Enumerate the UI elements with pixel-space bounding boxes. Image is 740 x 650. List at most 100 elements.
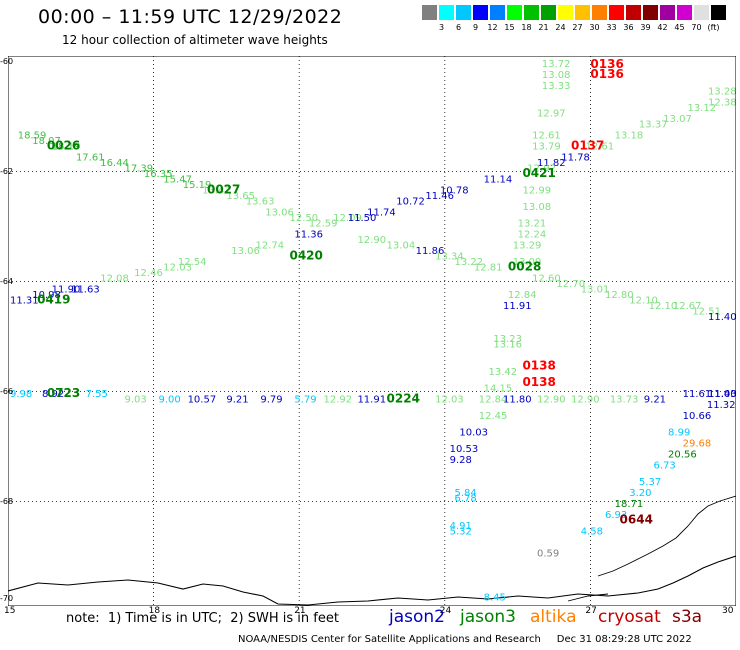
- footer-note: note: 1) Time is in UTC; 2) SWH is in fe…: [66, 611, 339, 626]
- colorbar-label: 30: [589, 23, 600, 32]
- swh-reading: 11.31: [10, 296, 39, 307]
- swh-reading: 14.15: [484, 384, 513, 395]
- swh-reading: 12.67: [673, 301, 702, 312]
- colorbar-swatch: [575, 5, 590, 20]
- swh-reading: 11.36: [294, 230, 323, 241]
- altimeter-readings: 18.5918.0718.1917.6116.4417.3916.3515.47…: [10, 59, 736, 604]
- swh-reading: 12.74: [256, 241, 285, 252]
- swh-reading: 13.18: [615, 131, 644, 142]
- swh-reading: 12.08: [100, 274, 129, 285]
- swh-reading: 11.80: [503, 395, 532, 406]
- swh-reading: 12.70: [556, 279, 585, 290]
- latitude-tick-label: -64: [0, 276, 14, 286]
- swh-reading: 13.01: [581, 285, 610, 296]
- legend-altika: altika: [530, 607, 577, 627]
- longitude-tick-label: 15: [4, 606, 16, 616]
- swh-reading: 12.90: [537, 395, 566, 406]
- swh-reading: 20.56: [668, 450, 697, 461]
- colorbar-swatch: [677, 5, 692, 20]
- swh-reading: 11.61: [683, 389, 712, 400]
- pass-id-label: 0138: [522, 375, 555, 389]
- swh-reading: 4.91: [450, 521, 472, 532]
- swh-reading: 13.08: [542, 70, 571, 81]
- legend-s3a: s3a: [672, 607, 703, 627]
- swh-reading: 12.10: [649, 301, 678, 312]
- swh-reading: 12.61: [532, 131, 561, 142]
- swh-reading: 9.28: [450, 455, 472, 466]
- swh-reading: 12.38: [708, 98, 736, 109]
- chart-subtitle: 12 hour collection of altimeter wave hei…: [62, 33, 328, 47]
- swh-reading: 9.79: [260, 395, 282, 406]
- swh-reading: 13.72: [542, 59, 571, 70]
- pass-id-label: 0027: [207, 183, 240, 197]
- wave-height-map: 18.5918.0718.1917.6116.4417.3916.3515.47…: [8, 56, 736, 606]
- latitude-tick-label: -62: [0, 166, 14, 176]
- swh-reading: 12.10: [629, 296, 658, 307]
- swh-reading: 11.43: [708, 389, 736, 400]
- colorbar-label: 21: [538, 23, 549, 32]
- map-grid: [8, 56, 736, 606]
- swh-reading: 15.47: [163, 175, 192, 186]
- swh-reading: 8.92: [42, 389, 64, 400]
- colorbar-swatch: [592, 5, 607, 20]
- colorbar-swatch: [694, 5, 709, 20]
- swh-reading: 13.06: [231, 246, 260, 257]
- swh-reading: 13.34: [435, 252, 464, 263]
- swh-reading: 11.86: [416, 246, 445, 257]
- swh-reading: 10.03: [459, 428, 488, 439]
- swh-reading: 11.46: [425, 191, 454, 202]
- swh-reading: 9.00: [158, 395, 180, 406]
- swh-reading: 11.14: [484, 175, 513, 186]
- swh-reading: 12.99: [522, 186, 551, 197]
- swh-reading: 11.91: [357, 395, 386, 406]
- pass-id-label: 0136: [590, 57, 623, 71]
- swh-reading: 9.21: [644, 395, 666, 406]
- swh-reading: 10.78: [440, 186, 469, 197]
- swh-reading: 12.51: [692, 307, 721, 318]
- swh-reading: 8.99: [668, 428, 690, 439]
- swh-reading: 13.73: [610, 395, 639, 406]
- colorbar-label: 45: [674, 23, 685, 32]
- swh-reading: 5.84: [455, 488, 477, 499]
- swh-reading: 5.32: [450, 527, 472, 538]
- swh-reading: 12.92: [323, 395, 352, 406]
- legend-jason3: jason3: [460, 607, 516, 627]
- pass-id-label: 0420: [289, 249, 322, 263]
- colorbar-label: 24: [555, 23, 566, 32]
- swh-reading: 11.32: [707, 400, 736, 411]
- swh-reading: 11.90: [52, 285, 81, 296]
- pass-id-label: 0028: [508, 260, 541, 274]
- swh-reading: 11.74: [367, 208, 396, 219]
- swh-reading: 13.29: [513, 241, 542, 252]
- swh-reading: 10.72: [396, 197, 425, 208]
- swh-reading: 12.80: [605, 290, 634, 301]
- colorbar-swatch: [626, 5, 641, 20]
- swh-reading: 12.54: [178, 257, 207, 268]
- colorbar-swatch: [609, 5, 624, 20]
- swh-reading: 13.22: [455, 257, 484, 268]
- colorbar-label: 15: [504, 23, 515, 32]
- colorbar-swatch: [422, 5, 437, 20]
- coastline-western-edge: [567, 593, 609, 602]
- colorbar-swatch: [558, 5, 573, 20]
- longitude-tick-label: 21: [294, 606, 306, 616]
- colorbar-swatch: [473, 5, 488, 20]
- swh-reading: 12.03: [163, 263, 192, 274]
- pass-id-label: 0138: [522, 359, 555, 373]
- colorbar-label: 42: [657, 23, 668, 32]
- swh-reading: 9.03: [124, 395, 146, 406]
- swh-reading: 0.59: [537, 549, 559, 560]
- swh-reading: 18.07: [32, 136, 61, 147]
- swh-reading: 17.61: [76, 153, 105, 164]
- swh-reading: 18.59: [18, 131, 47, 142]
- swh-reading: 7.55: [86, 389, 108, 400]
- longitude-tick-label: 24: [439, 606, 452, 616]
- swh-reading: 11.82: [537, 158, 566, 169]
- swh-reading: 9.98: [10, 389, 32, 400]
- map-background: [8, 56, 736, 606]
- colorbar-label: 39: [640, 23, 651, 32]
- colorbar-swatch: [456, 5, 471, 20]
- swh-reading: 12.59: [309, 219, 338, 230]
- longitude-tick-label: 27: [585, 606, 597, 616]
- swh-reading: 6.73: [653, 461, 675, 472]
